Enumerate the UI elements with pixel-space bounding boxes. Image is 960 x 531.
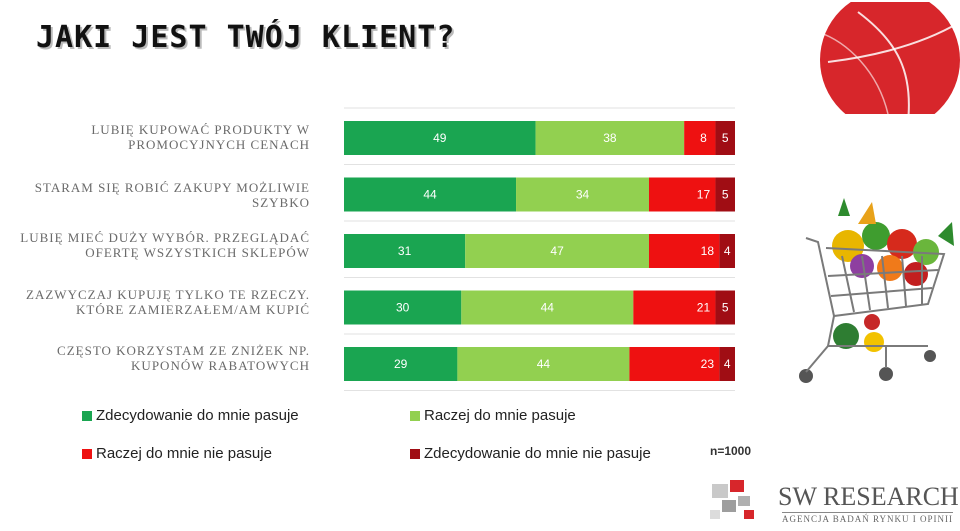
data-label: 47 bbox=[550, 244, 564, 258]
logo-subtitle: AGENCJA BADAŃ RYNKU I OPINII bbox=[782, 512, 954, 524]
legend-item-4: Zdecydowanie do mnie nie pasuje bbox=[410, 445, 651, 462]
data-label: 29 bbox=[394, 357, 408, 371]
bar-segment bbox=[344, 121, 536, 155]
data-label: 5 bbox=[722, 131, 729, 145]
category-label: STARAM SIĘ ROBIĆ ZAKUPY MOŻLIWIE SZYBKO bbox=[20, 180, 310, 210]
chart-bars bbox=[344, 121, 735, 381]
red-ball-decoration bbox=[818, 2, 960, 114]
chart-data-labels: 49 38 8 5 44 34 17 5 31 47 18 4 30 44 21 5 29 44 23 4 bbox=[394, 131, 731, 371]
logo-text: SW RESEARCH bbox=[778, 482, 959, 511]
bar-segment bbox=[465, 234, 649, 268]
category-label: LUBIĘ KUPOWAĆ PRODUKTY W PROMOCYJNYCH CEN… bbox=[20, 122, 310, 152]
category-label-line: PROMOCYJNYCH CENACH bbox=[128, 137, 310, 152]
data-label: 21 bbox=[697, 301, 711, 315]
bar-segment bbox=[715, 121, 735, 155]
data-label: 44 bbox=[541, 301, 555, 315]
data-label: 44 bbox=[537, 357, 551, 371]
sw-research-logo: SW RESEARCH AGENCJA BADAŃ RYNKU I OPINII bbox=[708, 478, 959, 526]
legend-item-3: Raczej do mnie nie pasuje bbox=[82, 445, 272, 462]
logo-mark-icon bbox=[710, 480, 754, 519]
data-label: 18 bbox=[701, 244, 715, 258]
data-label: 4 bbox=[724, 244, 731, 258]
bar-segment bbox=[629, 347, 720, 381]
category-label-line: ZAZWYCZAJ KUPUJĘ TYLKO TE RZECZY. bbox=[26, 286, 310, 302]
sample-size-note: n=1000 bbox=[710, 444, 752, 458]
bar-segment bbox=[457, 347, 630, 381]
data-label: 49 bbox=[433, 131, 447, 145]
data-label: 4 bbox=[724, 357, 731, 371]
data-label: 44 bbox=[423, 188, 437, 202]
category-label: LUBIĘ MIEĆ DUŻY WYBÓR. PRZEGLĄDAĆ OFERTĘ … bbox=[20, 230, 310, 260]
legend-swatch bbox=[410, 410, 420, 421]
bar-segment bbox=[535, 121, 685, 155]
legend-swatch bbox=[82, 448, 92, 459]
bar-segment bbox=[719, 347, 735, 381]
bar-segment bbox=[344, 234, 466, 268]
bar-segment bbox=[461, 290, 634, 325]
data-label: 8 bbox=[700, 131, 707, 145]
bar-segment bbox=[633, 290, 716, 325]
bar-segment bbox=[719, 234, 735, 268]
bar-segment bbox=[516, 177, 649, 212]
data-label: 38 bbox=[603, 131, 617, 145]
category-label-line: LUBIĘ KUPOWAĆ PRODUKTY W bbox=[91, 122, 310, 137]
category-label-line: OFERTĘ WSZYSTKICH SKLEPÓW bbox=[85, 245, 310, 260]
category-label: CZĘSTO KORZYSTAM ZE ZNIŻEK NP. KUPONÓW RA… bbox=[20, 343, 310, 373]
data-label: 31 bbox=[398, 244, 412, 258]
category-label: ZAZWYCZAJ KUPUJĘ TYLKO TE RZECZY. KTÓRE Z… bbox=[20, 287, 310, 317]
category-label-line: STARAM SIĘ ROBIĆ ZAKUPY MOŻLIWIE bbox=[34, 179, 310, 195]
data-label: 5 bbox=[722, 188, 729, 202]
bar-segment bbox=[344, 347, 458, 381]
category-label-line: KUPONÓW RABATOWYCH bbox=[131, 358, 310, 373]
category-label-line: KTÓRE ZAMIERZAŁEM/AM KUPIĆ bbox=[76, 301, 310, 317]
page-title: JAKI JEST TWÓJ KLIENT? bbox=[36, 20, 456, 55]
legend-item-2: Raczej do mnie pasuje bbox=[410, 407, 576, 424]
shopping-cart-icon bbox=[799, 198, 954, 383]
category-label-line: SZYBKO bbox=[251, 194, 310, 210]
legend-label: Zdecydowanie do mnie nie pasuje bbox=[424, 445, 651, 462]
legend-label: Raczej do mnie pasuje bbox=[424, 407, 576, 424]
bar-segment bbox=[684, 121, 716, 155]
chart-grid bbox=[344, 107, 735, 391]
legend-swatch bbox=[410, 448, 420, 459]
bar-segment bbox=[344, 177, 517, 212]
legend-label: Raczej do mnie nie pasuje bbox=[96, 445, 272, 462]
bar-segment bbox=[715, 290, 735, 325]
category-label-line: LUBIĘ MIEĆ DUŻY WYBÓR. PRZEGLĄDAĆ bbox=[20, 230, 310, 245]
category-label-line: CZĘSTO KORZYSTAM ZE ZNIŻEK NP. bbox=[57, 343, 310, 358]
legend-swatch bbox=[82, 410, 92, 421]
bar-segment bbox=[648, 234, 720, 268]
data-label: 23 bbox=[701, 357, 715, 371]
bar-segment bbox=[715, 177, 735, 212]
data-label: 5 bbox=[722, 301, 729, 315]
data-label: 17 bbox=[697, 188, 711, 202]
legend-label: Zdecydowanie do mnie pasuje bbox=[96, 407, 299, 424]
legend-item-1: Zdecydowanie do mnie pasuje bbox=[82, 407, 299, 424]
data-label: 30 bbox=[396, 301, 410, 315]
bar-segment bbox=[648, 177, 716, 212]
bar-segment bbox=[344, 290, 462, 325]
data-label: 34 bbox=[576, 188, 590, 202]
